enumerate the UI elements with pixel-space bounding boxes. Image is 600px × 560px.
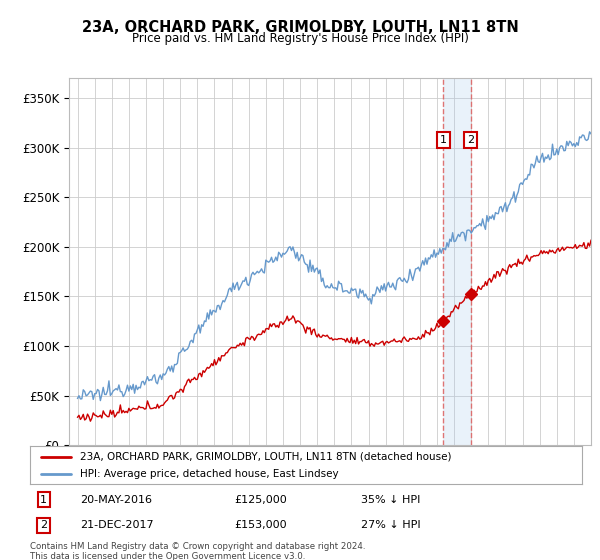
- Text: £125,000: £125,000: [234, 494, 287, 505]
- Text: 23A, ORCHARD PARK, GRIMOLDBY, LOUTH, LN11 8TN: 23A, ORCHARD PARK, GRIMOLDBY, LOUTH, LN1…: [82, 20, 518, 35]
- Text: Contains HM Land Registry data © Crown copyright and database right 2024.
This d: Contains HM Land Registry data © Crown c…: [30, 542, 365, 560]
- Text: HPI: Average price, detached house, East Lindsey: HPI: Average price, detached house, East…: [80, 469, 338, 479]
- Text: 23A, ORCHARD PARK, GRIMOLDBY, LOUTH, LN11 8TN (detached house): 23A, ORCHARD PARK, GRIMOLDBY, LOUTH, LN1…: [80, 451, 451, 461]
- Text: 1: 1: [440, 135, 447, 145]
- Text: 20-MAY-2016: 20-MAY-2016: [80, 494, 152, 505]
- Text: Price paid vs. HM Land Registry's House Price Index (HPI): Price paid vs. HM Land Registry's House …: [131, 32, 469, 45]
- Bar: [443, 78, 470, 445]
- Text: 35% ↓ HPI: 35% ↓ HPI: [361, 494, 421, 505]
- Text: 2: 2: [467, 135, 474, 145]
- Text: 1: 1: [40, 494, 47, 505]
- Text: 27% ↓ HPI: 27% ↓ HPI: [361, 520, 421, 530]
- Text: 21-DEC-2017: 21-DEC-2017: [80, 520, 154, 530]
- Text: £153,000: £153,000: [234, 520, 287, 530]
- Text: 2: 2: [40, 520, 47, 530]
